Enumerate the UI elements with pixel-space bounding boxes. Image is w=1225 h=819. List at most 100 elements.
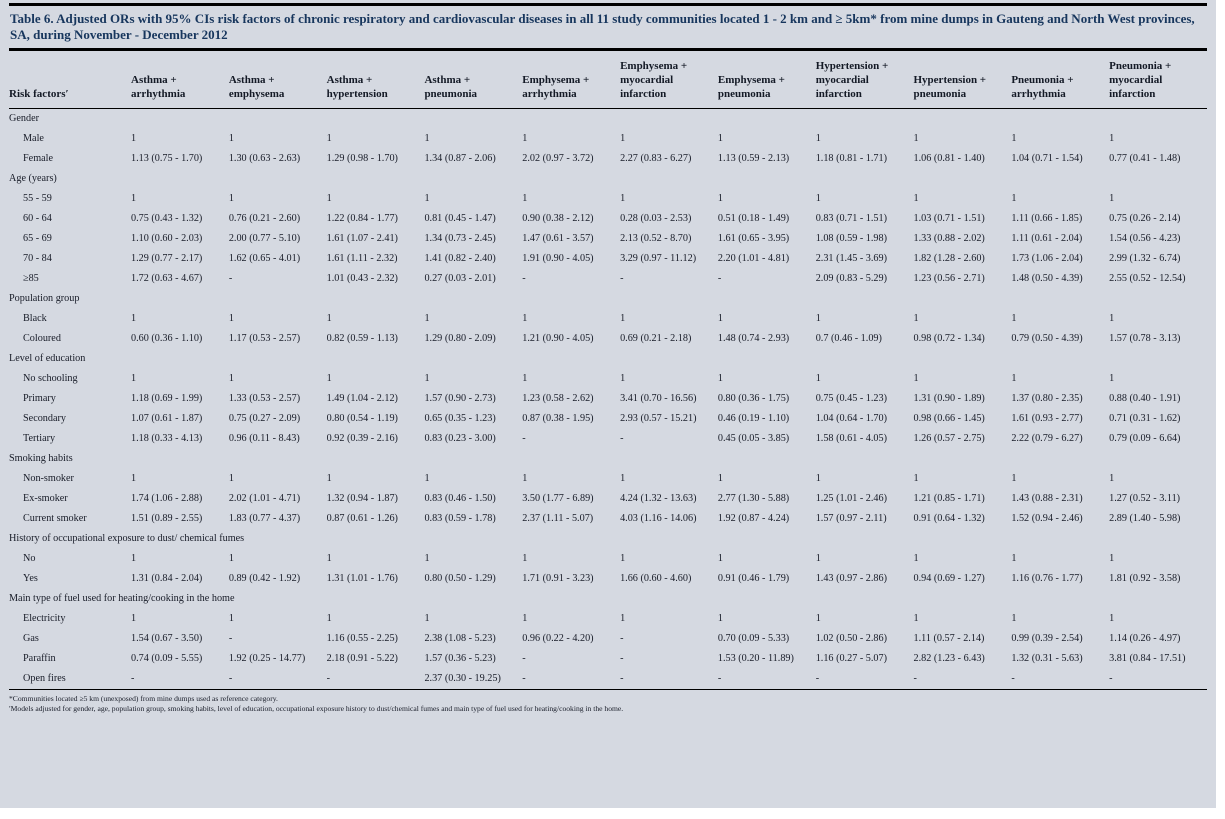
value-cell: 1.53 (0.20 - 11.89)	[717, 653, 794, 664]
table-body: Gender Male 1 1 1 1 1 1 1 1 1 1 1 Female 1.13 (0.75 - …	[9, 109, 1207, 690]
section-row: Population group	[9, 289, 1207, 309]
value-cell: -	[620, 653, 624, 664]
value-cell: 1.10 (0.60 - 2.03)	[131, 233, 203, 244]
value-cell: 3.50 (1.77 - 6.89)	[522, 493, 594, 504]
value-cell: 0.83 (0.46 - 1.50)	[424, 493, 496, 504]
value-cell: 1.37 (0.80 - 2.35)	[1011, 393, 1083, 404]
column-header: Pneumonia + myocardial infarction	[1109, 51, 1207, 109]
value-cell: 1.72 (0.63 - 4.67)	[131, 273, 203, 284]
data-row: Open fires - - - 2.37 (0.30 - 19.25) - - - - - - -	[9, 669, 1207, 689]
value-cell: 0.96 (0.11 - 8.43)	[228, 433, 300, 444]
value-cell: 1.13 (0.59 - 2.13)	[717, 153, 790, 164]
value-cell: 0.91 (0.46 - 1.79)	[717, 573, 790, 584]
value-cell: 1	[1109, 133, 1115, 144]
row-label: 60 - 64	[23, 213, 52, 224]
value-cell: 0.77 (0.41 - 1.48)	[1109, 153, 1181, 164]
value-cell: 2.13 (0.52 - 8.70)	[620, 233, 692, 244]
value-cell: 1	[1011, 313, 1017, 324]
value-cell: 2.89 (1.40 - 5.98)	[1109, 513, 1181, 524]
value-cell: 1	[717, 553, 723, 564]
value-cell: 1	[620, 373, 626, 384]
value-cell: 2.37 (1.11 - 5.07)	[522, 513, 594, 524]
value-cell: 2.18 (0.91 - 5.22)	[326, 653, 398, 664]
value-cell: 0.75 (0.43 - 1.32)	[131, 213, 203, 224]
value-cell: 1.23 (0.56 - 2.71)	[913, 273, 985, 284]
value-cell: 0.83 (0.59 - 1.78)	[424, 513, 496, 524]
value-cell: 1.03 (0.71 - 1.51)	[913, 213, 985, 224]
value-cell: 1	[1109, 373, 1115, 384]
value-cell: 2.09 (0.83 - 5.29)	[815, 273, 887, 284]
data-row: 55 - 59 1 1 1 1 1 1 1 1 1 1 1	[9, 189, 1207, 209]
value-cell: -	[326, 673, 331, 684]
value-cell: 1.61 (0.65 - 3.95)	[717, 233, 790, 244]
value-cell: 1	[424, 193, 430, 204]
value-cell: 2.37 (0.30 - 19.25)	[424, 673, 501, 684]
value-cell: 2.31 (1.45 - 3.69)	[815, 253, 887, 264]
value-cell: 1	[815, 553, 821, 564]
row-label: Secondary	[23, 413, 66, 424]
value-cell: 1	[131, 313, 137, 324]
value-cell: 1.25 (1.01 - 2.46)	[815, 493, 887, 504]
column-header: Emphysema + pneumonia	[717, 51, 816, 109]
column-header: Emphysema + myocardial infarction	[620, 51, 718, 109]
value-cell: 1.18 (0.69 - 1.99)	[131, 393, 203, 404]
value-cell: 1	[815, 473, 821, 484]
value-cell: 0.80 (0.36 - 1.75)	[717, 393, 790, 404]
value-cell: 1.61 (1.11 - 2.32)	[326, 253, 398, 264]
data-row: No schooling 1 1 1 1 1 1 1 1 1 1 1	[9, 369, 1207, 389]
column-header: Asthma + emphysema	[228, 51, 327, 109]
footnotes: *Communities located ≥5 km (unexposed) f…	[9, 689, 1207, 715]
row-label: 70 - 84	[23, 253, 52, 264]
value-cell: 1	[228, 473, 234, 484]
value-cell: -	[717, 673, 722, 684]
value-cell: 0.75 (0.26 - 2.14)	[1109, 213, 1181, 224]
row-label: 55 - 59	[23, 193, 52, 204]
value-cell: 0.74 (0.09 - 5.55)	[131, 653, 203, 664]
value-cell: 1.43 (0.97 - 2.86)	[815, 573, 887, 584]
value-cell: 1.47 (0.61 - 3.57)	[522, 233, 594, 244]
value-cell: 1.58 (0.61 - 4.05)	[815, 433, 887, 444]
table-title: Table 6. Adjusted ORs with 95% CIs risk …	[10, 11, 1195, 42]
value-cell: -	[1109, 673, 1113, 684]
value-cell: 1	[522, 473, 528, 484]
row-label: Female	[23, 153, 53, 164]
value-cell: 1.82 (1.28 - 2.60)	[913, 253, 985, 264]
section-row: Main type of fuel used for heating/cooki…	[9, 589, 1207, 609]
value-cell: 1	[326, 133, 332, 144]
value-cell: 1.52 (0.94 - 2.46)	[1011, 513, 1083, 524]
section-row: Age (years)	[9, 169, 1207, 189]
value-cell: 1	[228, 613, 234, 624]
column-header: Hypertension + myocardial infarction	[815, 51, 914, 109]
value-cell: 0.92 (0.39 - 2.16)	[326, 433, 398, 444]
value-cell: 1.27 (0.52 - 3.11)	[1109, 493, 1181, 504]
table-panel: Table 6. Adjusted ORs with 95% CIs risk …	[0, 0, 1216, 808]
value-cell: 1	[131, 473, 137, 484]
value-cell: 1	[717, 373, 723, 384]
data-row: Electricity 1 1 1 1 1 1 1 1 1 1 1	[9, 609, 1207, 629]
value-cell: 0.96 (0.22 - 4.20)	[522, 633, 594, 644]
value-cell: -	[228, 273, 233, 284]
value-cell: 0.80 (0.50 - 1.29)	[424, 573, 496, 584]
value-cell: 3.41 (0.70 - 16.56)	[620, 393, 697, 404]
value-cell: 3.81 (0.84 - 17.51)	[1109, 653, 1186, 664]
row-label: Yes	[23, 573, 38, 584]
data-row: 70 - 84 1.29 (0.77 - 2.17) 1.62 (0.65 - 4.…	[9, 249, 1207, 269]
value-cell: 0.91 (0.64 - 1.32)	[913, 513, 985, 524]
value-cell: 1.01 (0.43 - 2.32)	[326, 273, 398, 284]
value-cell: 1	[228, 553, 234, 564]
value-cell: 0.79 (0.09 - 6.64)	[1109, 433, 1181, 444]
section-label: Main type of fuel used for heating/cooki…	[9, 593, 235, 604]
value-cell: 1	[1011, 133, 1017, 144]
value-cell: 1	[1109, 313, 1115, 324]
value-cell: 1.18 (0.81 - 1.71)	[815, 153, 887, 164]
value-cell: -	[522, 673, 526, 684]
value-cell: 2.55 (0.52 - 12.54)	[1109, 273, 1186, 284]
value-cell: 1	[326, 473, 332, 484]
value-cell: 1	[424, 373, 430, 384]
value-cell: 1	[424, 553, 430, 564]
value-cell: 1	[228, 313, 234, 324]
value-cell: 1	[815, 133, 821, 144]
row-label: ≥85	[23, 273, 39, 284]
value-cell: 2.00 (0.77 - 5.10)	[228, 233, 301, 244]
value-cell: 1.29 (0.98 - 1.70)	[326, 153, 398, 164]
